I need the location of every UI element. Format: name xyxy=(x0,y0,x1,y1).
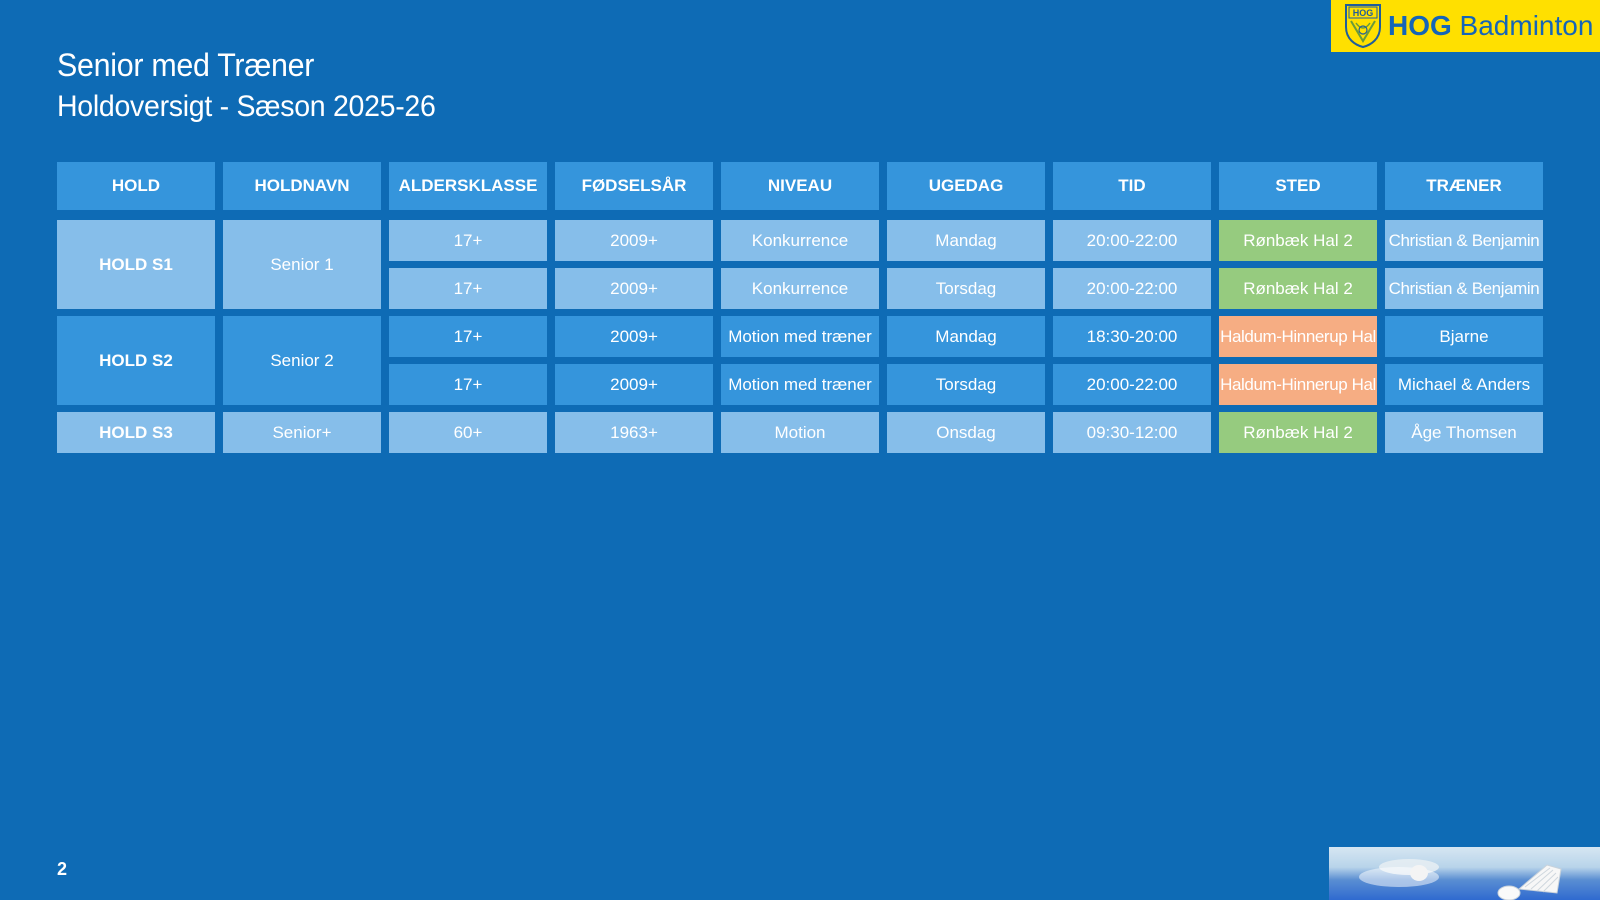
logo-wordmark: HOG Badminton xyxy=(1388,10,1593,42)
aldersklasse-cell: 17+ xyxy=(389,220,547,261)
tid-cell: 20:00-22:00 xyxy=(1053,268,1211,309)
foedselsaar-cell: 1963+ xyxy=(555,412,713,453)
sted-cell: Haldum-Hinnerup Hal xyxy=(1219,364,1377,405)
sted-cell: Rønbæk Hal 2 xyxy=(1219,268,1377,309)
header-hold: HOLD xyxy=(57,162,215,210)
page-title: Senior med Træner xyxy=(57,47,315,83)
niveau-cell: Motion med træner xyxy=(721,364,879,405)
aldersklasse-cell: 60+ xyxy=(389,412,547,453)
holdnavn-cell: Senior 1 xyxy=(223,220,381,309)
header-holdnavn: HOLDNAVN xyxy=(223,162,381,210)
header-tid: TID xyxy=(1053,162,1211,210)
tid-cell: 09:30-12:00 xyxy=(1053,412,1211,453)
aldersklasse-cell: 17+ xyxy=(389,364,547,405)
foedselsaar-cell: 2009+ xyxy=(555,220,713,261)
tid-cell: 20:00-22:00 xyxy=(1053,220,1211,261)
page-subtitle: Holdoversigt - Sæson 2025-26 xyxy=(57,90,436,123)
ugedag-cell: Onsdag xyxy=(887,412,1045,453)
header-niveau: NIVEAU xyxy=(721,162,879,210)
traener-cell: Michael & Anders xyxy=(1385,364,1543,405)
hold-cell: HOLD S2 xyxy=(57,316,215,405)
header-sted: STED xyxy=(1219,162,1377,210)
traener-cell: Åge Thomsen xyxy=(1385,412,1543,453)
logo-wordmark-rest: Badminton xyxy=(1451,10,1594,41)
ugedag-cell: Mandag xyxy=(887,220,1045,261)
header-aldersklasse: ALDERSKLASSE xyxy=(389,162,547,210)
foedselsaar-cell: 2009+ xyxy=(555,364,713,405)
sted-cell: Haldum-Hinnerup Hal xyxy=(1219,316,1377,357)
hold-cell: HOLD S1 xyxy=(57,220,215,309)
foedselsaar-cell: 2009+ xyxy=(555,268,713,309)
holdnavn-cell: Senior+ xyxy=(223,412,381,453)
hold-cell: HOLD S3 xyxy=(57,412,215,453)
ugedag-cell: Torsdag xyxy=(887,268,1045,309)
hog-badminton-logo: HOG HOG Badminton xyxy=(1331,0,1600,52)
foedselsaar-cell: 2009+ xyxy=(555,316,713,357)
club-emblem-icon: HOG xyxy=(1345,4,1381,49)
shuttlecock-image xyxy=(1359,859,1562,900)
traener-cell: Christian & Benjamin xyxy=(1385,220,1543,261)
holdnavn-cell: Senior 2 xyxy=(223,316,381,405)
traener-cell: Christian & Benjamin xyxy=(1385,268,1543,309)
niveau-cell: Konkurrence xyxy=(721,220,879,261)
niveau-cell: Konkurrence xyxy=(721,268,879,309)
aldersklasse-cell: 17+ xyxy=(389,316,547,357)
header-traener: TRÆNER xyxy=(1385,162,1543,210)
sted-cell: Rønbæk Hal 2 xyxy=(1219,412,1377,453)
ugedag-cell: Mandag xyxy=(887,316,1045,357)
logo-wordmark-bold: HOG xyxy=(1388,10,1452,41)
niveau-cell: Motion xyxy=(721,412,879,453)
niveau-cell: Motion med træner xyxy=(721,316,879,357)
shuttlecock-photo xyxy=(1329,847,1600,900)
tid-cell: 20:00-22:00 xyxy=(1053,364,1211,405)
traener-cell: Bjarne xyxy=(1385,316,1543,357)
emblem-label: HOG xyxy=(1353,8,1374,18)
sted-cell: Rønbæk Hal 2 xyxy=(1219,220,1377,261)
page-number: 2 xyxy=(57,859,68,879)
tid-cell: 18:30-20:00 xyxy=(1053,316,1211,357)
header-ugedag: UGEDAG xyxy=(887,162,1045,210)
aldersklasse-cell: 17+ xyxy=(389,268,547,309)
ugedag-cell: Torsdag xyxy=(887,364,1045,405)
header-foedselsaar: FØDSELSÅR xyxy=(555,162,713,210)
